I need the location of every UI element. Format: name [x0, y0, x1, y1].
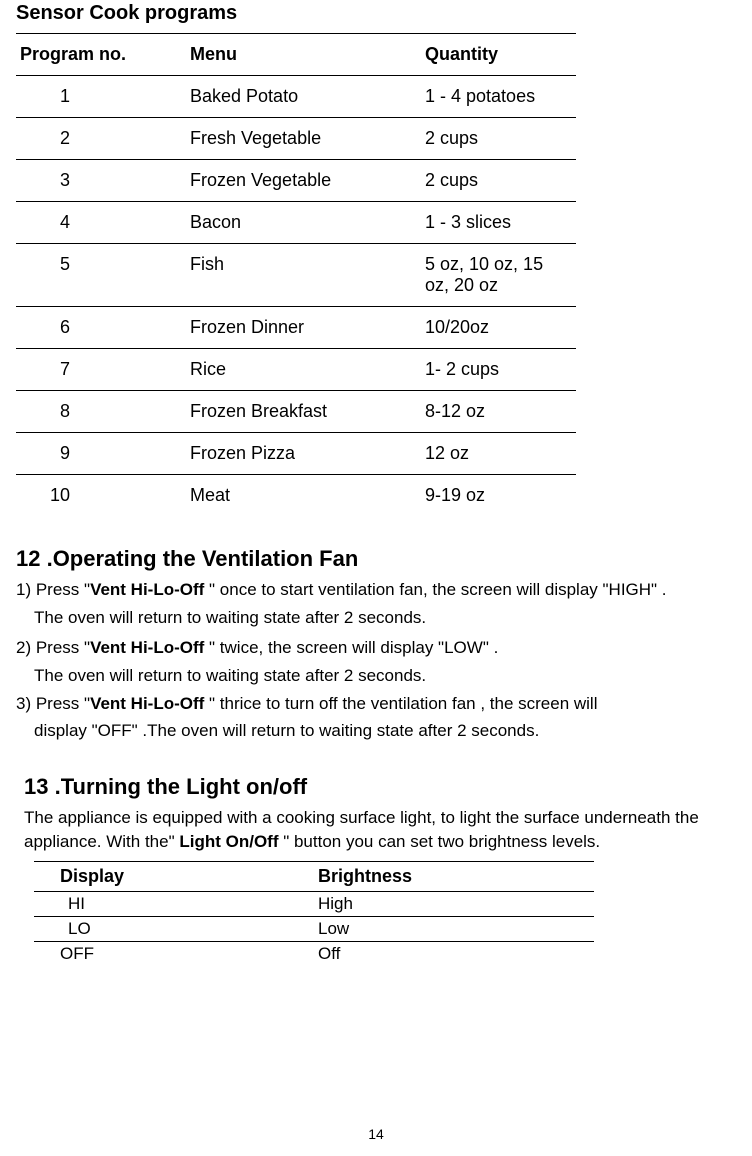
brightness-header-brightness: Brightness — [314, 862, 594, 892]
step1-suffix: " once to start ventilation fan, the scr… — [204, 580, 666, 599]
cell-qty: 2 cups — [421, 160, 576, 202]
page-number: 14 — [0, 1126, 752, 1142]
cell-brightness: High — [314, 892, 594, 917]
step3-prefix: 3) Press " — [16, 694, 90, 713]
cell-prog: 1 — [16, 76, 186, 118]
cell-menu: Frozen Pizza — [186, 433, 421, 475]
step2-suffix: " twice, the screen will display "LOW" . — [204, 638, 498, 657]
step1-prefix: 1) Press " — [16, 580, 90, 599]
table-row: HI High — [34, 892, 594, 917]
section-12-heading: 12 .Operating the Ventilation Fan — [16, 546, 736, 572]
cell-prog: 10 — [16, 475, 186, 517]
brightness-header-display: Display — [34, 862, 314, 892]
cell-menu: Baked Potato — [186, 76, 421, 118]
cell-display: LO — [34, 917, 314, 942]
cell-prog: 9 — [16, 433, 186, 475]
cell-prog: 6 — [16, 307, 186, 349]
sensor-header-menu: Menu — [186, 34, 421, 76]
sensor-cook-title: Sensor Cook programs — [16, 2, 736, 25]
cell-qty: 12 oz — [421, 433, 576, 475]
step2-prefix: 2) Press " — [16, 638, 90, 657]
cell-brightness: Off — [314, 942, 594, 967]
table-row: 2 Fresh Vegetable 2 cups — [16, 118, 576, 160]
table-row: 5 Fish 5 oz, 10 oz, 15 oz, 20 oz — [16, 244, 576, 307]
step1-line2: The oven will return to waiting state af… — [34, 606, 736, 631]
cell-prog: 5 — [16, 244, 186, 307]
vent-button-label: Vent Hi-Lo-Off — [90, 580, 204, 599]
cell-qty: 2 cups — [421, 118, 576, 160]
cell-prog: 4 — [16, 202, 186, 244]
cell-menu: Fish — [186, 244, 421, 307]
cell-qty: 5 oz, 10 oz, 15 oz, 20 oz — [421, 244, 576, 307]
light-para-b: " button you can set two brightness leve… — [283, 832, 600, 851]
step2-line2: The oven will return to waiting state af… — [34, 664, 736, 689]
light-button-label: Light On/Off — [175, 832, 284, 851]
table-row: OFF Off — [34, 942, 594, 967]
table-row: 9 Frozen Pizza 12 oz — [16, 433, 576, 475]
table-row: 8 Frozen Breakfast 8-12 oz — [16, 391, 576, 433]
cell-prog: 3 — [16, 160, 186, 202]
cell-prog: 7 — [16, 349, 186, 391]
sensor-header-quantity: Quantity — [421, 34, 576, 76]
step3-line1: 3) Press "Vent Hi-Lo-Off " thrice to tur… — [16, 692, 736, 717]
vent-button-label: Vent Hi-Lo-Off — [90, 694, 204, 713]
cell-qty: 1- 2 cups — [421, 349, 576, 391]
cell-display: OFF — [34, 942, 314, 967]
cell-menu: Fresh Vegetable — [186, 118, 421, 160]
table-row: 7 Rice 1- 2 cups — [16, 349, 576, 391]
cell-display: HI — [34, 892, 314, 917]
cell-prog: 8 — [16, 391, 186, 433]
vent-button-label: Vent Hi-Lo-Off — [90, 638, 204, 657]
cell-menu: Bacon — [186, 202, 421, 244]
step3-suffix: " thrice to turn off the ventilation fan… — [204, 694, 597, 713]
table-row: LO Low — [34, 917, 594, 942]
cell-brightness: Low — [314, 917, 594, 942]
cell-menu: Frozen Vegetable — [186, 160, 421, 202]
table-row: 3 Frozen Vegetable 2 cups — [16, 160, 576, 202]
cell-qty: 8-12 oz — [421, 391, 576, 433]
cell-menu: Frozen Dinner — [186, 307, 421, 349]
sensor-header-program: Program no. — [16, 34, 186, 76]
cell-menu: Meat — [186, 475, 421, 517]
table-row: 1 Baked Potato 1 - 4 potatoes — [16, 76, 576, 118]
brightness-table: Display Brightness HI High LO Low OFF Of… — [34, 861, 594, 966]
cell-qty: 10/20oz — [421, 307, 576, 349]
step1-line1: 1) Press "Vent Hi-Lo-Off " once to start… — [16, 578, 736, 603]
cell-qty: 1 - 4 potatoes — [421, 76, 576, 118]
step2-line1: 2) Press "Vent Hi-Lo-Off " twice, the sc… — [16, 636, 736, 661]
table-row: 6 Frozen Dinner 10/20oz — [16, 307, 576, 349]
step3-line2: display "OFF" .The oven will return to w… — [34, 719, 736, 744]
table-row: 10 Meat 9-19 oz — [16, 475, 576, 517]
table-row: 4 Bacon 1 - 3 slices — [16, 202, 576, 244]
cell-prog: 2 — [16, 118, 186, 160]
sensor-cook-table: Program no. Menu Quantity 1 Baked Potato… — [16, 33, 576, 516]
cell-menu: Rice — [186, 349, 421, 391]
cell-qty: 9-19 oz — [421, 475, 576, 517]
light-paragraph: The appliance is equipped with a cooking… — [24, 806, 736, 855]
cell-qty: 1 - 3 slices — [421, 202, 576, 244]
cell-menu: Frozen Breakfast — [186, 391, 421, 433]
section-13-heading: 13 .Turning the Light on/off — [24, 774, 736, 800]
